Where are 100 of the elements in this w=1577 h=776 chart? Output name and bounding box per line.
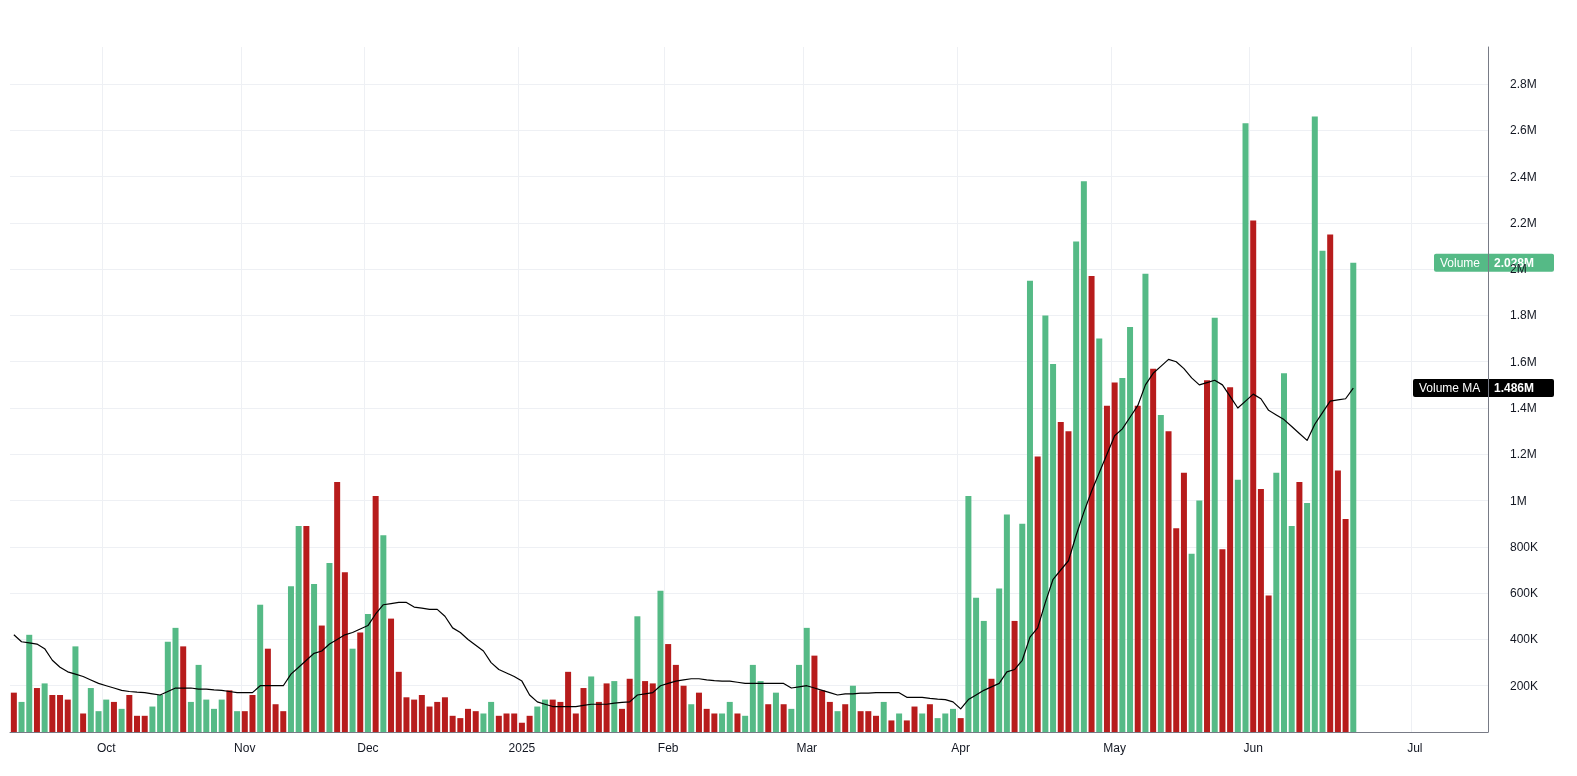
x-tick-label: Jul <box>1407 741 1423 755</box>
bar <box>1157 414 1164 732</box>
x-tick-label: Dec <box>357 741 379 755</box>
bar <box>973 597 980 732</box>
bar <box>1281 373 1288 732</box>
x-tick-label: May <box>1103 741 1126 755</box>
bar <box>980 620 987 732</box>
bar <box>588 676 595 732</box>
bar <box>1096 338 1103 732</box>
bar <box>1150 368 1157 732</box>
x-tick-label: Nov <box>234 741 256 755</box>
y-tick-label: 1.4M <box>1510 401 1537 416</box>
bar <box>41 683 48 732</box>
bar <box>1250 220 1257 732</box>
bar <box>1003 514 1010 732</box>
bar <box>880 701 887 732</box>
bar <box>72 646 79 732</box>
bar <box>757 681 764 732</box>
bar <box>326 563 333 732</box>
bar <box>642 681 649 732</box>
bar <box>734 713 741 732</box>
bar <box>372 495 379 732</box>
y-tick-label: 1.8M <box>1510 308 1537 323</box>
x-tick-label: Jun <box>1243 741 1263 755</box>
bar <box>257 604 264 732</box>
bar <box>1234 479 1241 732</box>
bar <box>1180 472 1187 732</box>
y-tick-label: 2.8M <box>1510 77 1537 92</box>
bar <box>157 694 164 732</box>
bar <box>134 715 141 732</box>
bar <box>1342 519 1349 732</box>
bar <box>264 648 271 732</box>
bar <box>64 699 71 732</box>
bar <box>149 706 156 732</box>
bar <box>565 671 572 732</box>
bar <box>349 648 356 732</box>
bar <box>1127 327 1134 732</box>
y-tick-label: 800K <box>1510 539 1539 554</box>
bar <box>772 692 779 732</box>
bar <box>172 627 179 732</box>
bar <box>811 655 818 732</box>
y-tick-label: 400K <box>1510 632 1539 647</box>
bar <box>380 535 387 732</box>
bar <box>926 704 933 732</box>
bar <box>742 715 749 732</box>
bar <box>903 720 910 732</box>
x-tick-label: 2025 <box>508 741 536 755</box>
bar <box>803 627 810 732</box>
bar <box>1111 382 1118 732</box>
text: Volume <box>1440 255 1481 270</box>
bar <box>295 526 302 732</box>
bar <box>672 664 679 732</box>
bar <box>996 588 1003 732</box>
bar <box>164 641 171 732</box>
bar <box>1265 595 1272 732</box>
bar <box>10 692 17 732</box>
bar <box>526 715 533 732</box>
bar <box>49 694 56 732</box>
bar <box>33 688 40 732</box>
bar <box>1073 241 1080 732</box>
bar <box>1088 276 1095 732</box>
y-tick-label: 200K <box>1510 678 1539 693</box>
bar <box>1019 523 1026 732</box>
bar <box>719 713 726 732</box>
bar <box>695 692 702 732</box>
bar <box>480 713 487 732</box>
bar <box>334 482 341 732</box>
bar <box>1288 526 1295 732</box>
bar <box>534 706 541 732</box>
bar <box>1042 315 1049 732</box>
bar <box>87 688 94 732</box>
bar <box>1080 181 1087 732</box>
bar <box>226 690 233 732</box>
x-tick-label: Apr <box>951 741 971 755</box>
bar <box>110 701 117 732</box>
bar <box>364 613 371 732</box>
bar <box>126 694 133 732</box>
bar <box>1227 387 1234 732</box>
bar <box>118 708 125 732</box>
bar <box>1119 377 1126 732</box>
bar <box>411 699 418 732</box>
text: 1.486M <box>1494 381 1535 396</box>
bar <box>318 625 325 732</box>
bar <box>849 685 856 732</box>
bar <box>1273 472 1280 732</box>
bar <box>341 572 348 732</box>
bar <box>1011 620 1018 732</box>
bar <box>357 632 364 732</box>
bar <box>688 704 695 732</box>
bar <box>518 722 525 732</box>
bar <box>765 704 772 732</box>
y-tick-label: 2.4M <box>1510 169 1537 184</box>
bar <box>657 590 664 732</box>
bar <box>1050 364 1057 732</box>
bar <box>888 720 895 732</box>
bar <box>949 708 956 732</box>
bar <box>680 685 687 732</box>
bar <box>826 701 833 732</box>
bar <box>665 644 672 732</box>
x-tick-label: Feb <box>657 741 679 755</box>
